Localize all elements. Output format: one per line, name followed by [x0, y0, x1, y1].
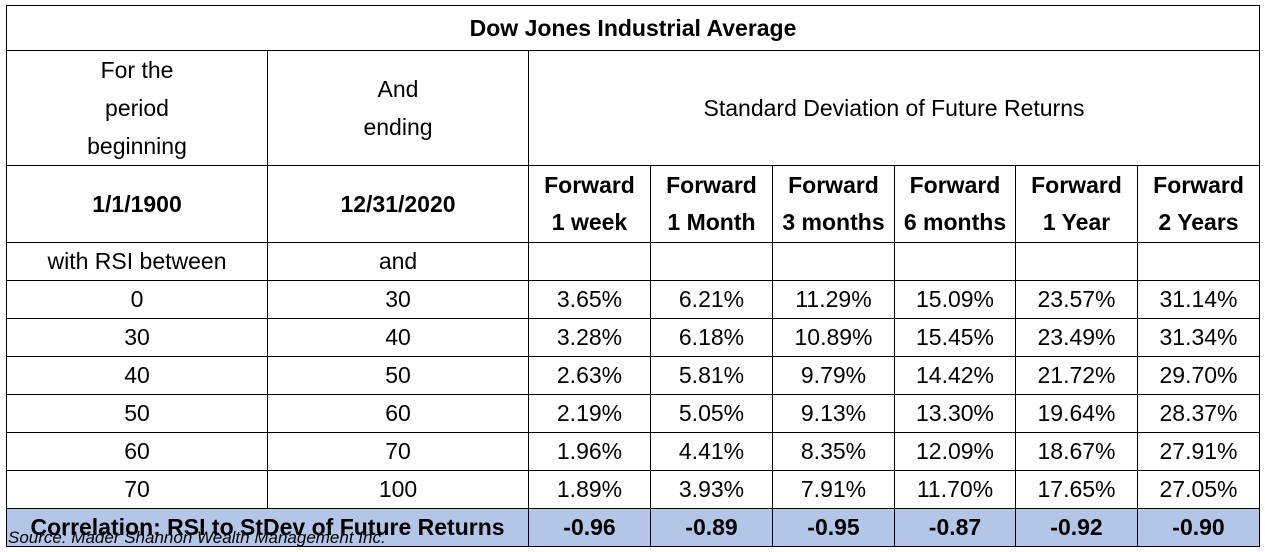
- stdev-cell: 9.13%: [772, 394, 895, 433]
- forward-header: Forward 2 Years: [1136, 165, 1261, 243]
- empty-cell: [772, 242, 895, 281]
- empty-cell: [528, 242, 651, 281]
- stdev-cell: 15.45%: [894, 318, 1016, 357]
- start-date: 1/1/1900: [6, 165, 268, 243]
- period-begin-label: For the period beginning: [6, 50, 268, 166]
- rsi-low: 50: [6, 394, 268, 433]
- end-date: 12/31/2020: [267, 165, 529, 243]
- stdev-cell: 8.35%: [772, 432, 895, 471]
- stdev-cell: 11.70%: [894, 470, 1016, 509]
- correlation-value: -0.87: [894, 508, 1016, 547]
- table-row: 60 70 1.96% 4.41% 8.35% 12.09% 18.67% 27…: [6, 432, 1261, 471]
- rsi-high: 60: [267, 394, 529, 433]
- stdev-cell: 3.28%: [528, 318, 651, 357]
- stdev-cell: 28.37%: [1136, 394, 1261, 433]
- table-row: 30 40 3.28% 6.18% 10.89% 15.45% 23.49% 3…: [6, 318, 1261, 357]
- period-end-label: And ending: [267, 50, 529, 166]
- stdev-cell: 17.65%: [1015, 470, 1138, 509]
- stdev-cell: 23.57%: [1015, 280, 1138, 319]
- stdev-cell: 18.67%: [1015, 432, 1138, 471]
- correlation-value: -0.90: [1136, 508, 1261, 547]
- correlation-row: Correlation: RSI to StDev of Future Retu…: [6, 508, 1261, 547]
- forward-header: Forward 3 months: [772, 165, 895, 243]
- rsi-high: 100: [267, 470, 529, 509]
- stdev-cell: 15.09%: [894, 280, 1016, 319]
- stdev-cell: 5.81%: [650, 356, 773, 395]
- stdev-cell: 14.42%: [894, 356, 1016, 395]
- stdev-cell: 19.64%: [1015, 394, 1138, 433]
- rsi-low: 60: [6, 432, 268, 471]
- rsi-low: 0: [6, 280, 268, 319]
- forward-header: Forward 1 Month: [650, 165, 773, 243]
- rsi-between-label: with RSI between: [6, 242, 268, 281]
- empty-cell: [1136, 242, 1261, 281]
- empty-cell: [650, 242, 773, 281]
- title-row: Dow Jones Industrial Average: [5, 5, 1261, 51]
- stdev-cell: 2.63%: [528, 356, 651, 395]
- empty-cell: [1015, 242, 1138, 281]
- metric-label: Standard Deviation of Future Returns: [527, 50, 1261, 166]
- stdev-cell: 7.91%: [772, 470, 895, 509]
- stdev-cell: 5.05%: [650, 394, 773, 433]
- date-forward-row: 1/1/1900 12/31/2020 Forward 1 week Forwar…: [6, 165, 1261, 243]
- stdev-cell: 13.30%: [894, 394, 1016, 433]
- table-row: 40 50 2.63% 5.81% 9.79% 14.42% 21.72% 29…: [6, 356, 1261, 395]
- stdev-cell: 9.79%: [772, 356, 895, 395]
- stdev-cell: 3.93%: [650, 470, 773, 509]
- stdev-cell: 11.29%: [772, 280, 895, 319]
- header-row: For the period beginning And ending Stan…: [6, 50, 1261, 166]
- stdev-cell: 1.89%: [528, 470, 651, 509]
- rsi-low: 40: [6, 356, 268, 395]
- forward-header: Forward 6 months: [894, 165, 1016, 243]
- stdev-cell: 31.34%: [1136, 318, 1261, 357]
- empty-cell: [894, 242, 1016, 281]
- table-row: 70 100 1.89% 3.93% 7.91% 11.70% 17.65% 2…: [6, 470, 1261, 509]
- table-row: 0 30 3.65% 6.21% 11.29% 15.09% 23.57% 31…: [6, 280, 1261, 319]
- correlation-value: -0.92: [1015, 508, 1138, 547]
- stdev-cell: 2.19%: [528, 394, 651, 433]
- stdev-cell: 27.05%: [1136, 470, 1261, 509]
- stdev-cell: 21.72%: [1015, 356, 1138, 395]
- rsi-high: 70: [267, 432, 529, 471]
- rsi-range-label-row: with RSI between and: [6, 242, 1261, 281]
- stdev-cell: 3.65%: [528, 280, 651, 319]
- correlation-value: -0.89: [650, 508, 773, 547]
- stdev-cell: 1.96%: [528, 432, 651, 471]
- stdev-cell: 12.09%: [894, 432, 1016, 471]
- forward-header: Forward 1 week: [528, 165, 651, 243]
- stdev-cell: 31.14%: [1136, 280, 1261, 319]
- stdev-cell: 23.49%: [1015, 318, 1138, 357]
- table-row: 50 60 2.19% 5.05% 9.13% 13.30% 19.64% 28…: [6, 394, 1261, 433]
- rsi-high: 30: [267, 280, 529, 319]
- source-note: Source: Mader Shannon Wealth Management …: [8, 528, 386, 547]
- correlation-label: Correlation: RSI to StDev of Future Retu…: [6, 508, 529, 547]
- rsi-high: 50: [267, 356, 529, 395]
- table-title: Dow Jones Industrial Average: [5, 5, 1261, 51]
- correlation-value: -0.96: [528, 508, 651, 547]
- and-label: and: [267, 242, 529, 281]
- stdev-cell: 27.91%: [1136, 432, 1261, 471]
- stdev-cell: 6.21%: [650, 280, 773, 319]
- correlation-value: -0.95: [772, 508, 895, 547]
- stdev-cell: 29.70%: [1136, 356, 1261, 395]
- rsi-stdev-table: Dow Jones Industrial Average For the per…: [5, 5, 1261, 547]
- rsi-low: 70: [6, 470, 268, 509]
- forward-header: Forward 1 Year: [1015, 165, 1138, 243]
- stdev-cell: 4.41%: [650, 432, 773, 471]
- rsi-low: 30: [6, 318, 268, 357]
- rsi-high: 40: [267, 318, 529, 357]
- stdev-cell: 10.89%: [772, 318, 895, 357]
- stdev-cell: 6.18%: [650, 318, 773, 357]
